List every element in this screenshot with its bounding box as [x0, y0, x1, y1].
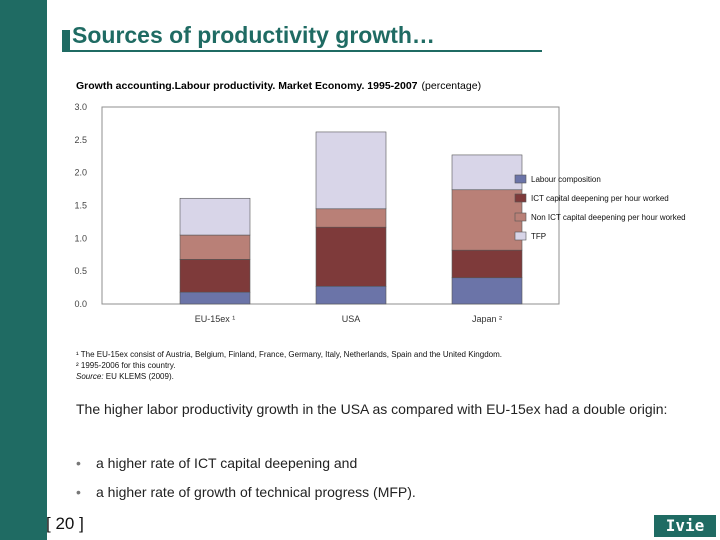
source-note: Source: EU KLEMS (2009).	[76, 371, 502, 382]
legend: Labour composition ICT capital deepening …	[514, 174, 686, 241]
bar-segment	[451, 189, 523, 251]
chart-subtitle: (percentage)	[421, 80, 482, 92]
y-tick-label: 3.0	[74, 102, 87, 112]
title-underline	[62, 50, 542, 52]
footnote-1: ¹ The EU-15ex consist of Austria, Belgiu…	[76, 350, 502, 359]
chart-title: Growth accounting.Labour productivity. M…	[76, 80, 481, 92]
bar-segment	[179, 291, 251, 305]
slide-title: Sources of productivity growth…	[72, 22, 435, 48]
legend-swatch	[514, 174, 527, 184]
y-tick-label: 1.5	[74, 201, 87, 211]
bars	[179, 131, 523, 305]
y-tick-label: 1.0	[74, 233, 87, 243]
y-tick-label: 0.0	[74, 299, 87, 309]
bullet-dot-icon: •	[76, 455, 81, 471]
legend-label: Labour composition	[531, 175, 601, 184]
footnotes: ¹ The EU-15ex consist of Austria, Belgiu…	[76, 349, 502, 382]
footnote-2: ² 1995-2006 for this country.	[76, 361, 176, 370]
page-number: [ 20 ]	[46, 514, 84, 533]
source-label: Source:	[76, 372, 104, 381]
stacked-bar-chart: 3.0 2.5 2.0 1.5 1.0 0.5 0.0 EU-15ex ¹ USA Japan …	[74, 102, 686, 324]
x-axis-labels: EU-15ex ¹ USA Japan ²	[195, 314, 502, 324]
title-marker	[62, 30, 70, 50]
bar-segment	[315, 285, 387, 305]
x-category-label: EU-15ex ¹	[195, 314, 236, 324]
bar-segment	[315, 208, 387, 228]
bullet-text: a higher rate of ICT capital deepening a…	[96, 455, 358, 471]
y-axis: 3.0 2.5 2.0 1.5 1.0 0.5 0.0	[74, 102, 87, 309]
source-text: EU KLEMS (2009).	[103, 372, 174, 381]
x-category-label: USA	[342, 314, 361, 324]
bar-segment	[179, 234, 251, 260]
y-tick-label: 0.5	[74, 266, 87, 276]
chart-title-text: Growth accounting.Labour productivity. M…	[76, 80, 418, 92]
bullet-item: • a higher rate of growth of technical pr…	[76, 484, 416, 500]
legend-swatch	[514, 193, 527, 203]
body-paragraph: The higher labor productivity growth in …	[76, 401, 668, 417]
legend-label: TFP	[531, 232, 546, 241]
title-area: Sources of productivity growth…	[62, 22, 622, 52]
left-accent-band	[0, 0, 47, 540]
bar-segment	[179, 259, 251, 293]
legend-swatch	[514, 212, 527, 222]
bullet-item: • a higher rate of ICT capital deepening …	[76, 455, 357, 471]
legend-label: Non ICT capital deepening per hour worke…	[531, 213, 686, 222]
bullet-dot-icon: •	[76, 484, 81, 500]
ivie-logo: Ivie	[654, 515, 716, 537]
bar-segment	[315, 226, 387, 287]
bar-segment	[451, 277, 523, 305]
x-category-label: Japan ²	[472, 314, 502, 324]
legend-label: ICT capital deepening per hour worked	[531, 194, 669, 203]
bar-segment	[451, 154, 523, 191]
y-tick-label: 2.0	[74, 168, 87, 178]
bar-segment	[315, 131, 387, 210]
bar-segment	[451, 249, 523, 279]
bar-segment	[179, 197, 251, 236]
y-tick-label: 2.5	[74, 135, 87, 145]
bullet-text: a higher rate of growth of technical pro…	[96, 484, 416, 500]
legend-swatch	[514, 231, 527, 241]
